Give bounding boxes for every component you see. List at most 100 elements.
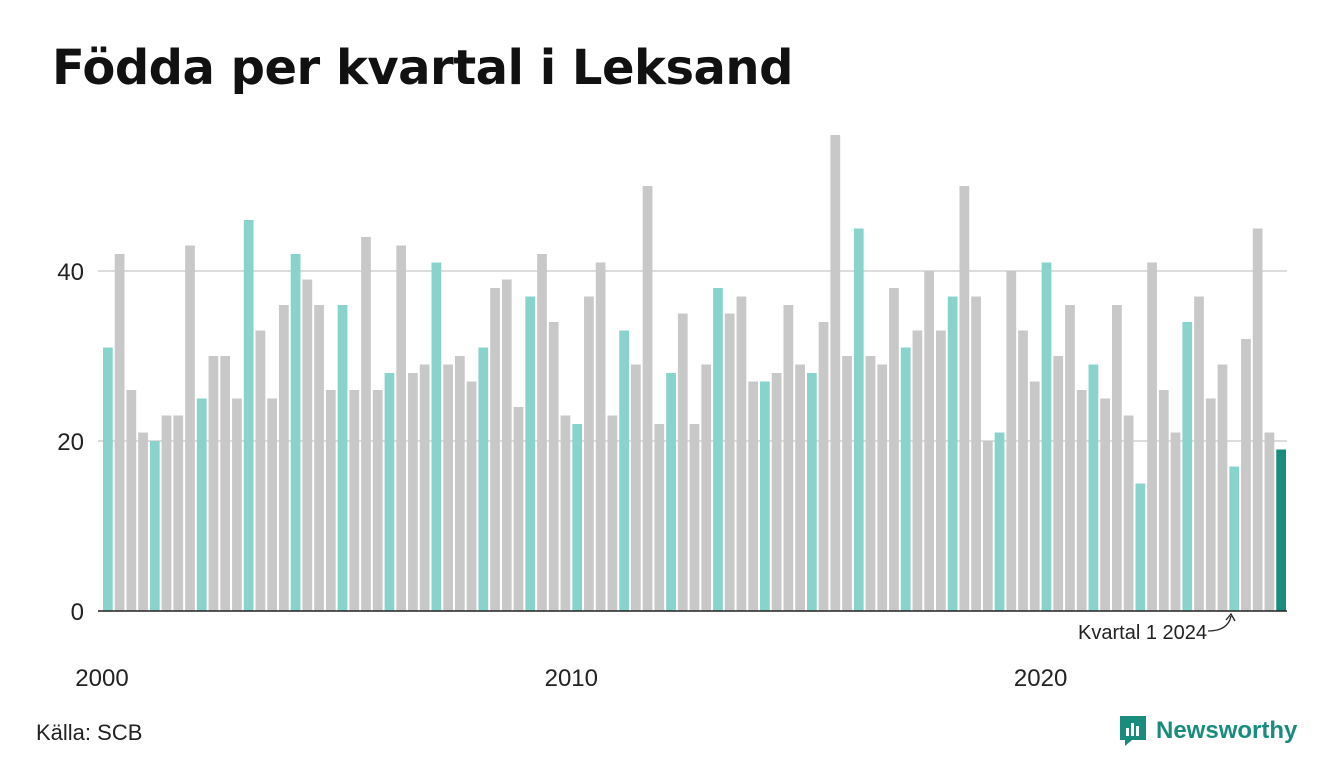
bar	[1123, 415, 1134, 611]
bar-chart: 0 20 40 2000 2010 2020 Kvartal 1 2024	[57, 135, 1287, 692]
bar	[302, 279, 313, 611]
bar	[337, 305, 348, 611]
bar	[513, 407, 524, 611]
bar	[196, 398, 207, 611]
brand-name: Newsworthy	[1156, 717, 1298, 744]
bar	[900, 347, 911, 611]
bar	[1018, 330, 1028, 611]
bar	[713, 288, 723, 611]
bar	[220, 356, 231, 611]
bar	[443, 364, 453, 611]
bar	[607, 415, 618, 611]
x-tick-label: 2000	[75, 665, 128, 692]
bar	[783, 305, 794, 611]
bar	[103, 347, 113, 611]
bar	[243, 220, 254, 611]
annotation-label: Kvartal 1 2024	[1078, 622, 1207, 644]
bar	[278, 305, 289, 611]
bar	[384, 373, 395, 611]
bar	[1006, 271, 1017, 611]
bar	[267, 398, 277, 611]
bar	[1276, 449, 1286, 611]
bar	[619, 330, 629, 611]
bar	[537, 254, 547, 611]
bar	[325, 390, 336, 611]
bar	[1041, 262, 1052, 611]
bar	[865, 356, 876, 611]
bar	[161, 415, 172, 611]
bar	[1100, 398, 1111, 611]
bar	[1217, 364, 1228, 611]
bar	[1182, 322, 1193, 611]
bar	[1135, 483, 1146, 611]
bar	[114, 254, 125, 611]
bar	[138, 432, 148, 611]
bar	[208, 356, 219, 611]
x-tick-label: 2010	[545, 665, 598, 692]
bar	[454, 356, 465, 611]
bar	[372, 390, 383, 611]
bar	[1147, 262, 1157, 611]
bar	[408, 373, 418, 611]
bar	[1241, 339, 1251, 611]
bar	[501, 279, 512, 611]
bar	[818, 322, 829, 611]
bar	[666, 373, 676, 611]
bar	[982, 441, 993, 611]
bar	[1053, 356, 1064, 611]
bar	[736, 296, 747, 611]
chart-title: Födda per kvartal i Leksand	[52, 40, 793, 96]
bar	[947, 296, 958, 611]
bar	[431, 262, 442, 611]
bar	[149, 441, 160, 611]
bar	[1205, 398, 1216, 611]
bar	[701, 364, 712, 611]
bar	[795, 364, 805, 611]
bar	[1029, 381, 1040, 611]
bar	[255, 330, 266, 611]
bar	[936, 330, 946, 611]
bar	[630, 364, 641, 611]
axes: 0 20 40 2000 2010 2020	[57, 259, 1287, 692]
bar	[1076, 390, 1087, 611]
bar	[1158, 390, 1169, 611]
bar	[830, 135, 841, 611]
bar	[525, 296, 536, 611]
bars	[103, 135, 1286, 611]
source-label: Källa: SCB	[36, 720, 143, 745]
bar	[806, 373, 817, 611]
bar	[1112, 305, 1122, 611]
bar	[889, 288, 899, 611]
bar	[584, 296, 594, 611]
bar	[654, 424, 665, 611]
bar	[760, 381, 770, 611]
bar	[314, 305, 324, 611]
bar	[677, 313, 688, 611]
x-tick-label: 2020	[1014, 665, 1067, 692]
bar	[349, 390, 360, 611]
bar	[419, 364, 430, 611]
bar	[490, 288, 500, 611]
bar	[994, 432, 1005, 611]
bar	[185, 245, 195, 611]
bar	[877, 364, 888, 611]
bar	[1264, 432, 1275, 611]
bar	[842, 356, 852, 611]
brand-logo[interactable]: Newsworthy	[1118, 714, 1297, 748]
bar	[642, 186, 653, 611]
annotation-arrowhead	[1225, 612, 1236, 622]
bar	[689, 424, 700, 611]
bar	[853, 228, 864, 611]
annotation: Kvartal 1 2024	[1078, 612, 1236, 644]
y-tick-label: 40	[57, 259, 84, 286]
bar	[1252, 228, 1263, 611]
bar	[126, 390, 137, 611]
bar	[971, 296, 981, 611]
bar	[1229, 466, 1240, 611]
bar	[548, 322, 559, 611]
bar	[1088, 364, 1099, 611]
newsworthy-icon	[1120, 716, 1146, 746]
y-tick-label: 20	[57, 429, 84, 456]
bar	[1065, 305, 1075, 611]
bar	[173, 415, 184, 611]
